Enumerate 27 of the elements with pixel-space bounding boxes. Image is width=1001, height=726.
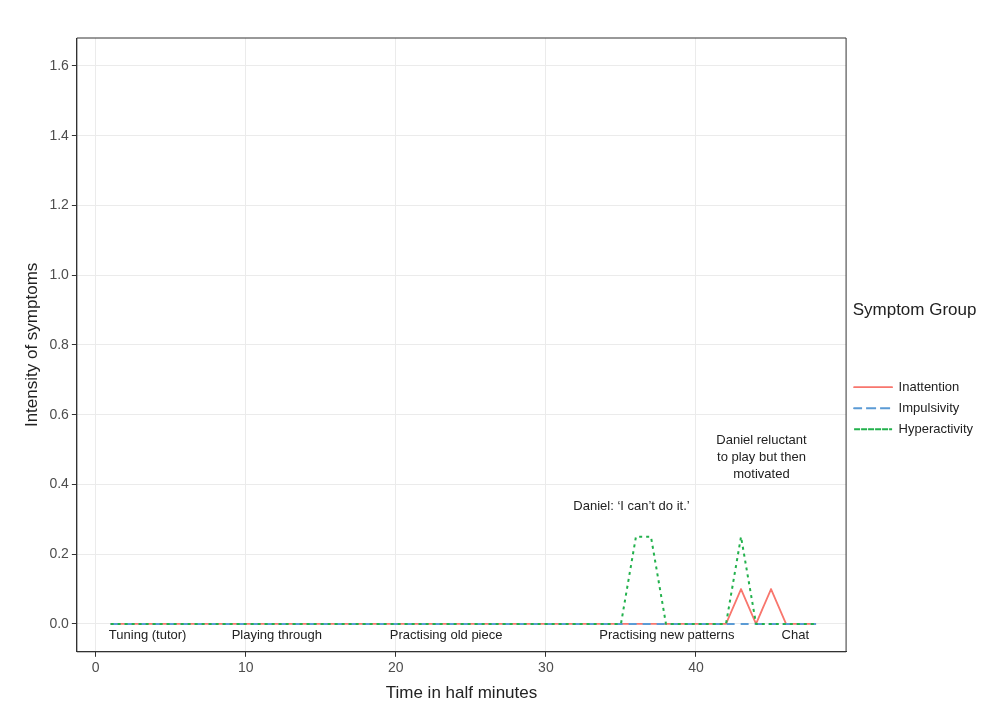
y-tick-label: 0.8 [49, 335, 70, 352]
x-axis-title: Time in half minutes [385, 683, 538, 703]
y-tick-label: 1.6 [49, 56, 70, 73]
annotation: Tuning (tutor) [108, 627, 187, 643]
y-tick-label: 0.0 [49, 614, 70, 631]
annotation: Practising old piece [389, 627, 503, 643]
y-tick-label: 1.4 [49, 126, 70, 143]
x-tick-label: 0 [91, 659, 100, 676]
x-tick-label: 20 [388, 659, 404, 676]
legend-title: Symptom Group [852, 300, 977, 320]
annotation: Playing through [231, 627, 323, 643]
x-tick-label: 30 [538, 659, 554, 676]
annotation: Daniel reluctant to play but then motivated [716, 431, 808, 481]
annotation: Chat [781, 627, 810, 643]
y-tick-label: 0.6 [49, 405, 70, 422]
y-tick-label: 1.0 [49, 266, 70, 283]
y-tick-label: 1.2 [49, 196, 70, 213]
legend-label: Impulsivity [898, 399, 960, 415]
legend-label: Hyperactivity [898, 420, 974, 436]
x-tick-label: 10 [237, 659, 254, 676]
legend-label: Inattention [898, 378, 960, 394]
annotation: Practising new patterns [599, 627, 735, 643]
x-tick-label: 40 [688, 659, 704, 676]
y-tick-label: 0.2 [49, 545, 70, 562]
y-axis-title: Intensity of symptoms [21, 262, 41, 428]
y-tick-label: 0.4 [49, 475, 70, 492]
annotation: Daniel: ‘I can’t do it.’ [573, 497, 690, 513]
